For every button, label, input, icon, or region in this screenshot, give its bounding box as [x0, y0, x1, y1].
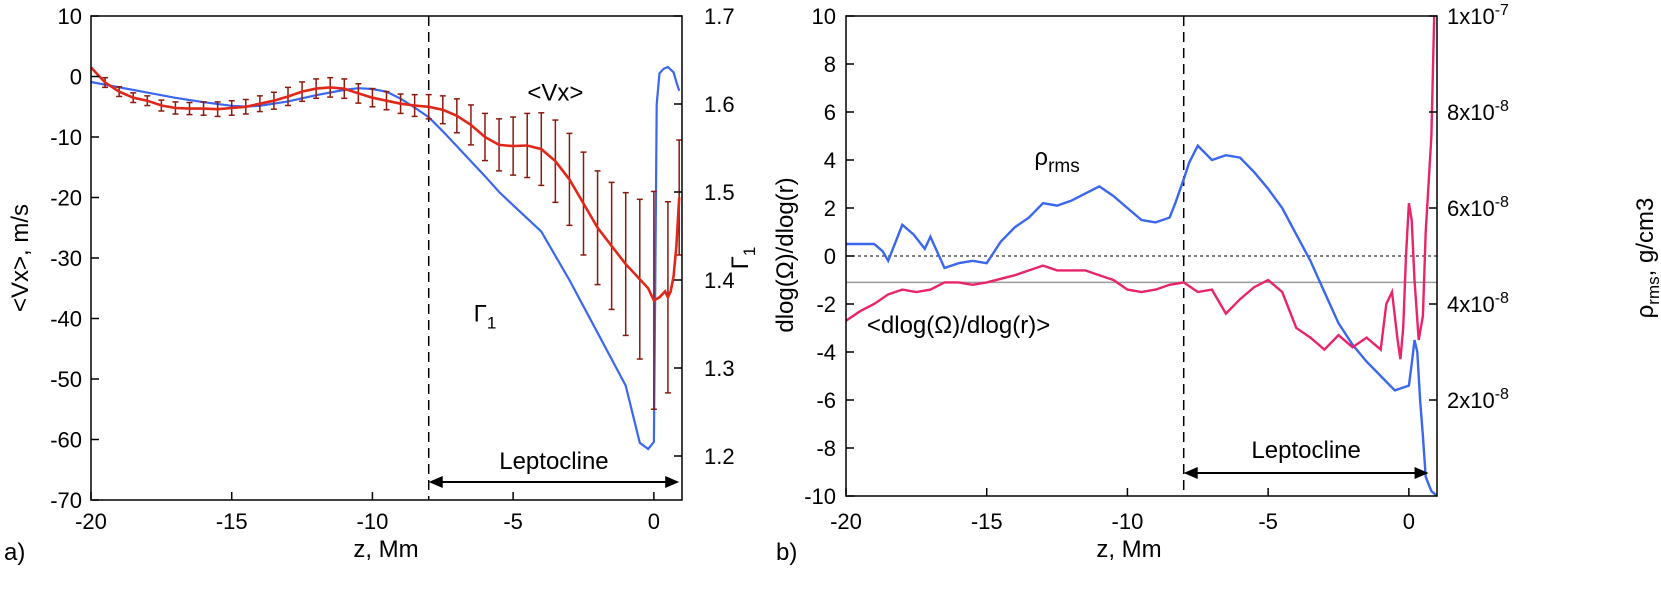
panel-b-y2-tick-mantissa: 6x10: [1447, 196, 1495, 221]
panel-b-annotation-main: ρ: [1034, 144, 1048, 171]
panel-a-annotation-sub: 1: [487, 314, 496, 333]
panel-b-y2-tick-mantissa: 1x10: [1447, 4, 1495, 29]
panel-b-y-tick-label: -6: [816, 388, 836, 413]
panel-b-leptocline-arrowhead-right: [1414, 467, 1429, 479]
panel-a-y-tick-label: -10: [50, 125, 82, 150]
panel-b-y2-tick-mantissa: 8x10: [1447, 100, 1495, 125]
panel-b-series-rho-line: [846, 143, 1438, 497]
panel-b-y2-title-tail: , g/cm3: [1632, 198, 1659, 277]
panel-a-y-tick-label: -60: [50, 428, 82, 453]
panel-b-y-tick-label: 4: [824, 148, 836, 173]
panel-a-y2-axis-title: Γ1: [727, 247, 759, 270]
panel-a-y2-tick-label: 1.5: [704, 180, 735, 205]
panel-a-y-tick-label: -40: [50, 307, 82, 332]
panel-b-y2-tick-mantissa: 2x10: [1447, 388, 1495, 413]
panel-b-y2-tick-label: 6x10-8: [1447, 194, 1509, 221]
panel-a-y2-tick-label: 1.6: [704, 92, 735, 117]
panel-a-annotation: <Vx>: [527, 80, 583, 107]
panel-b-ticks: -20 -15 -10 -5 0 10 8 6 4 2 0 -2 -4 -6 -8 -10 1x10-7 8x10…: [804, 2, 1509, 534]
panel-b-leptocline-label: Leptocline: [1251, 437, 1360, 464]
panel-a-annotation: Γ1: [474, 301, 497, 333]
panel-b-y-tick-label: -8: [816, 436, 836, 461]
panel-a-leptocline-arrowhead-left: [428, 476, 443, 488]
panel-b-y2-title-sub: rms: [1644, 276, 1661, 304]
panel-b-y2-tick-mantissa: 4x10: [1447, 292, 1495, 317]
panel-a-x-tick-label: -15: [216, 509, 248, 534]
panel-a-annotation-main: <Vx>: [527, 80, 583, 107]
panel-b-y-axis-title: dlog(Ω)/dlog(r): [772, 177, 799, 332]
panel-b-y2-axis-title: ρrms, g/cm3: [1632, 198, 1661, 319]
panel-a-y2-tick-label: 1.3: [704, 356, 735, 381]
panel-b-annotation-sub: rms: [1048, 156, 1080, 177]
panel-a-leptocline-label: Leptocline: [499, 448, 608, 475]
panel-b-y-tick-label: -4: [816, 340, 836, 365]
panel-b-y-tick-label: 10: [812, 4, 836, 29]
panel-b-y2-tick-label: 2x10-8: [1447, 386, 1509, 413]
panel-b-y2-tick-label: 1x10-7: [1447, 2, 1509, 29]
panel-a-y-tick-label: 10: [58, 4, 82, 29]
panel-a-y2-title-main: Γ: [727, 256, 754, 269]
panel-a-y-tick-label: -70: [50, 488, 82, 513]
panel-b-y2-tick-exponent: -8: [1495, 98, 1509, 115]
panel-b-y2-tick-label: 4x10-8: [1447, 290, 1509, 317]
panel-b-x-axis-title: z, Mm: [1096, 536, 1161, 563]
panel-b-x-tick-label: -15: [971, 509, 1003, 534]
panel-b-y2-tick-exponent: -8: [1495, 290, 1509, 307]
panel-b-y-tick-label: 0: [824, 244, 836, 269]
panel-a-x-tick-label: -10: [357, 509, 389, 534]
panel-b-x-tick-label: -10: [1112, 509, 1144, 534]
panel-b-y-tick-label: -2: [816, 292, 836, 317]
panel-b-x-tick-label: -5: [1258, 509, 1278, 534]
panel-b-y2-tick-label: 8x10-8: [1447, 98, 1509, 125]
panel-a-x-tick-label: -20: [75, 509, 107, 534]
panel-a-y-tick-label: -50: [50, 367, 82, 392]
panel-a-series-vx-line: [90, 66, 681, 303]
panel-a-y2-tick-label: 1.4: [704, 268, 735, 293]
panel-b-y-tick-label: -10: [804, 484, 836, 509]
panel-a-letter: a): [4, 539, 25, 566]
panel-b-y2-title-main: ρ: [1632, 305, 1659, 319]
panel-a-y-tick-label: -30: [50, 246, 82, 271]
panel-a-y-tick-label: -20: [50, 186, 82, 211]
panel-b-annotation-main: <dlog(Ω)/dlog(r)>: [867, 312, 1050, 339]
panel-b-y2-tick-exponent: -8: [1495, 386, 1509, 403]
panel-b-y-tick-label: 6: [824, 100, 836, 125]
panel-a-y2-tick-label: 1.7: [704, 4, 735, 29]
panel-a-x-tick-label: -5: [503, 509, 523, 534]
panel-a-annotation-main: Γ: [474, 301, 487, 328]
panel-a-y-axis-title: <Vx>, m/s: [7, 204, 34, 312]
panel-b-annotation: <dlog(Ω)/dlog(r)>: [867, 312, 1050, 339]
panel-b-series-dlog-line: [845, 15, 1436, 360]
panel-b-annotation: ρrms: [1034, 144, 1079, 177]
panel-b-marks: Leptocline ρrms <dlog(Ω)/dlog(r)>: [845, 15, 1438, 497]
panel-b-letter: b): [776, 539, 797, 566]
panel-a-y-tick-label: 0: [70, 65, 82, 90]
panel-b-x-tick-label: 0: [1403, 509, 1415, 534]
panel-b-y2-tick-exponent: -8: [1495, 194, 1509, 211]
panel-a-ticks: -20 -15 -10 -5 0100-10-20-30-40-50-60-701.71…: [50, 4, 734, 534]
panel-a-y2-title-sub: 1: [740, 247, 759, 256]
panel-b-y-tick-label: 8: [824, 52, 836, 77]
panel-b-leptocline-arrowhead-left: [1183, 467, 1198, 479]
panel-a-leptocline-arrowhead-right: [665, 476, 680, 488]
panel-a-marks: Leptocline <Vx> Γ1: [90, 16, 683, 500]
panel-b-y-tick-label: 2: [824, 196, 836, 221]
chart-panel-a: Leptocline<Vx>Γ1 -20 -15 -10 -5 0100-10-20-3…: [4, 4, 759, 566]
panel-b-y2-tick-exponent: -7: [1495, 2, 1509, 19]
panel-a-y2-tick-label: 1.2: [704, 444, 735, 469]
panel-a-x-axis-title: z, Mm: [353, 536, 418, 563]
panel-a-plot-frame: [90, 15, 683, 501]
panel-a-x-tick-label: 0: [648, 509, 660, 534]
panel-b-x-tick-label: -20: [830, 509, 862, 534]
panel-a-series-gamma1-line: [90, 65, 681, 451]
